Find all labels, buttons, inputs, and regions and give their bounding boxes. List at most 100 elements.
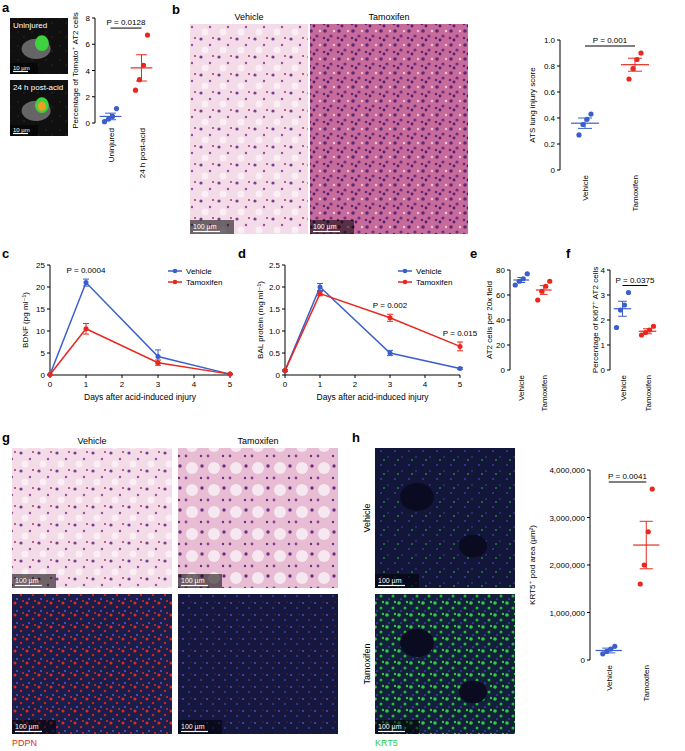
- image-title: Tamoxifen: [368, 12, 409, 22]
- scale-bar: [181, 585, 208, 586]
- x-tick-label: 2: [120, 380, 125, 389]
- panel-letter: d: [238, 246, 246, 261]
- scale-bar: [13, 71, 28, 72]
- y-tick: [92, 96, 95, 97]
- scale-bar-label: 100 µm: [193, 223, 217, 231]
- data-point: [283, 368, 288, 373]
- y-tick-label: 60: [496, 291, 505, 300]
- y-tick-label: 4: [86, 67, 91, 76]
- y-tick-label: 0: [276, 371, 281, 380]
- data-point: [576, 132, 581, 137]
- scale-bar-bg: [375, 574, 419, 588]
- scale-bar-label: 100 µm: [378, 577, 402, 585]
- error-cap: [136, 81, 147, 82]
- background: [0, 0, 685, 751]
- micrograph: 100 µm: [12, 594, 172, 734]
- category-label: Tamoxifen: [540, 375, 549, 411]
- scale-bar-label: 100 µm: [378, 723, 402, 731]
- y-tick: [507, 295, 510, 296]
- error-bar: [578, 118, 592, 128]
- p-value: P = 0.0128: [107, 18, 146, 27]
- y-tick: [47, 331, 50, 332]
- y-tick: [587, 660, 590, 661]
- image-area: [12, 448, 172, 588]
- micrograph: 100 µm: [178, 594, 338, 734]
- micrograph: Uninjured10 µm: [10, 18, 68, 74]
- data-point: [114, 106, 119, 111]
- p-value: P = 0.015: [443, 329, 478, 338]
- y-axis-label: AT2 cells per 20x field: [485, 281, 494, 359]
- x-tick: [460, 375, 461, 378]
- y-tick-label: 80: [496, 266, 505, 275]
- image-side-label: Vehicle: [362, 503, 372, 532]
- airway: [459, 681, 487, 703]
- legend-label: Tamoxifen: [416, 278, 452, 287]
- x-axis-label: Days after acid-induced injury: [84, 392, 197, 402]
- x-tick: [86, 375, 87, 378]
- y-tick: [587, 517, 590, 518]
- scale-bar: [181, 731, 208, 732]
- scale-bar-label: 10 µm: [13, 127, 30, 133]
- error-cap: [457, 342, 463, 343]
- error-bar: [83, 324, 89, 335]
- error-cap: [602, 648, 615, 649]
- error-cap: [387, 321, 393, 322]
- y-tick-label: 5: [41, 349, 46, 358]
- x-tick-label: 0: [283, 380, 288, 389]
- y-tick-label: 2: [86, 93, 91, 102]
- error-bar: [155, 360, 161, 365]
- data-point: [318, 291, 323, 296]
- panel-letter: h: [352, 430, 360, 445]
- image-area: [310, 24, 468, 234]
- y-tick: [557, 40, 560, 41]
- error-cap: [317, 290, 323, 291]
- p-value: P = 0.002: [373, 301, 408, 310]
- data-point: [626, 76, 631, 81]
- data-point: [156, 354, 161, 359]
- error-cap: [640, 521, 653, 522]
- data-point: [638, 581, 643, 586]
- error-cap: [540, 285, 548, 286]
- y-tick-label: 0: [551, 166, 556, 175]
- y-tick: [587, 470, 590, 471]
- y-tick: [607, 295, 610, 296]
- image-title: Tamoxifen: [237, 436, 278, 446]
- error-cap: [317, 283, 323, 284]
- image-area: [375, 594, 515, 734]
- error-bar: [105, 113, 116, 120]
- image-label: 24 h post-acid: [13, 83, 63, 92]
- y-tick: [282, 265, 285, 266]
- p-bracket: [609, 482, 647, 483]
- error-cap: [643, 333, 652, 334]
- y-tick: [92, 18, 95, 19]
- data-point: [283, 368, 288, 373]
- scale-bar-label: 100 µm: [15, 577, 39, 585]
- y-tick-label: 2: [601, 316, 606, 325]
- scale-bar-bg: [375, 720, 419, 734]
- p-value: P = 0.0041: [608, 472, 647, 481]
- y-tick-label: 20: [496, 341, 505, 350]
- y-tick: [557, 92, 560, 93]
- category-label: Vehicle: [517, 374, 526, 400]
- scale-bar-bg: [190, 220, 234, 234]
- category-label: Tamoxifen: [631, 175, 640, 211]
- error-bar: [540, 286, 548, 295]
- legend-marker: [173, 269, 178, 274]
- y-axis: [50, 265, 51, 375]
- y-tick-label: 6: [86, 40, 91, 49]
- cell: [35, 97, 49, 113]
- y-tick: [92, 70, 95, 71]
- legend-label: Vehicle: [186, 267, 212, 276]
- data-point: [133, 88, 138, 93]
- y-tick-label: 3: [601, 291, 606, 300]
- image-area: [12, 594, 172, 734]
- y-tick: [507, 320, 510, 321]
- line-chart: 00.51.01.52.02.5BAL protein (mg ml⁻¹)012…: [256, 261, 478, 402]
- data-point: [458, 344, 463, 349]
- micrograph: Tamoxifen100 µm: [310, 12, 468, 234]
- category-label: Uninjured: [107, 128, 116, 162]
- error-bar: [628, 58, 642, 71]
- x-tick: [285, 375, 286, 378]
- line-chart: 0510152025BDNF (pg ml⁻¹)012345Days after…: [21, 261, 233, 402]
- y-tick-label: 2.5: [269, 261, 281, 270]
